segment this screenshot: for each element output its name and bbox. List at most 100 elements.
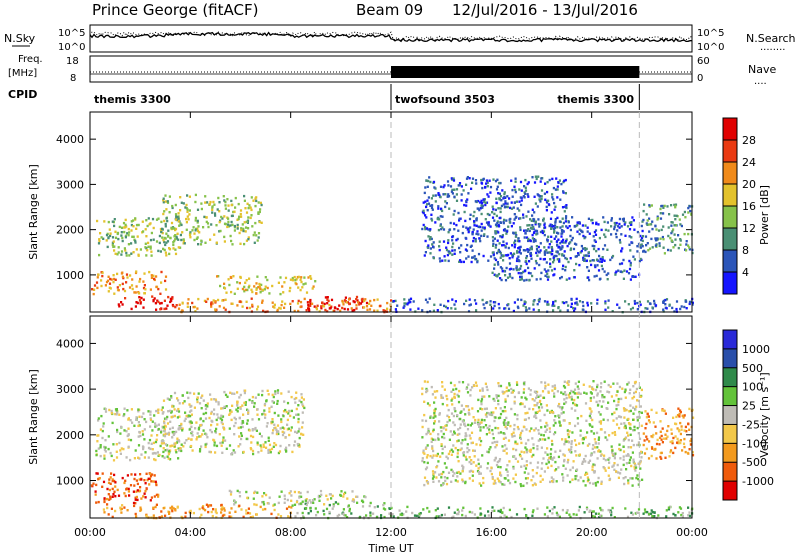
nsearch-tick-high: 10^5: [697, 28, 724, 39]
velocity-cell: [550, 476, 553, 479]
power-cell: [159, 250, 162, 253]
power-cell: [553, 230, 556, 233]
power-cell: [174, 305, 177, 309]
velocity-cell: [441, 447, 444, 451]
velocity-cell: [607, 466, 610, 469]
velocity-cell: [504, 425, 507, 429]
velocity-cell: [536, 445, 539, 448]
velocity-cell: [485, 433, 488, 436]
power-cell: [364, 298, 367, 301]
velocity-cell: [202, 399, 205, 402]
velocity-cell: [575, 513, 578, 516]
y-tick-label: 4000: [56, 133, 84, 146]
velocity-cell: [507, 389, 510, 392]
power-cell: [206, 201, 209, 204]
velocity-cell: [210, 398, 213, 401]
velocity-cell: [168, 511, 171, 514]
velocity-cell: [528, 429, 531, 433]
power-cell: [462, 260, 465, 264]
velocity-cell: [164, 514, 167, 517]
power-cell: [529, 252, 532, 256]
velocity-cell: [448, 438, 451, 441]
velocity-cell: [484, 382, 487, 385]
power-cell: [620, 250, 623, 253]
power-cell: [305, 309, 308, 312]
power-cell: [564, 206, 568, 209]
power-cell: [551, 193, 554, 196]
power-cell: [278, 306, 281, 310]
power-cell: [180, 238, 183, 242]
power-cell: [641, 239, 644, 243]
velocity-cell: [483, 419, 486, 422]
power-cell: [447, 299, 450, 303]
velocity-cell: [178, 449, 181, 452]
power-cell: [154, 302, 157, 305]
velocity-cell: [494, 426, 497, 430]
power-cell: [557, 181, 560, 184]
power-cell: [373, 298, 376, 302]
power-cell: [493, 304, 496, 308]
power-cell: [519, 278, 522, 281]
velocity-cell: [637, 432, 640, 435]
power-cell: [109, 277, 112, 281]
power-cell: [139, 248, 142, 251]
velocity-cell: [524, 442, 528, 445]
power-cell: [468, 298, 471, 301]
power-cell: [546, 278, 550, 281]
power-cell: [472, 256, 475, 259]
power-cell: [222, 306, 226, 310]
power-cell: [260, 203, 263, 207]
power-cell: [529, 218, 532, 221]
power-cell: [489, 185, 493, 189]
velocity-cell: [667, 506, 670, 509]
velocity-cell: [522, 425, 525, 428]
power-cell: [426, 246, 429, 249]
power-cell: [236, 281, 239, 284]
velocity-cell: [561, 508, 564, 512]
power-cell: [109, 287, 112, 290]
velocity-cell: [127, 427, 130, 430]
power-cell: [246, 288, 249, 292]
velocity-cell: [163, 421, 166, 425]
velocity-cell: [302, 433, 305, 436]
power-cell: [499, 277, 502, 280]
power-cell: [499, 221, 502, 224]
power-cell: [464, 236, 467, 240]
velocity-cell: [120, 507, 123, 511]
power-cell: [355, 298, 358, 301]
velocity-cell: [544, 430, 547, 433]
velocity-cell: [588, 459, 592, 462]
velocity-cell: [602, 400, 605, 403]
velocity-cell: [552, 478, 555, 481]
power-cell: [512, 222, 515, 225]
power-cell: [493, 219, 496, 222]
power-cell: [245, 239, 248, 242]
power-cell: [162, 201, 165, 204]
power-cell: [172, 243, 175, 247]
power-cell: [450, 177, 453, 180]
power-cell: [121, 303, 124, 306]
velocity-cell: [617, 471, 620, 474]
velocity-cell: [688, 428, 691, 431]
velocity-cell: [151, 420, 154, 423]
power-cell: [501, 270, 504, 273]
power-cell: [526, 182, 529, 186]
power-cell: [552, 198, 555, 201]
velocity-cell: [191, 434, 194, 437]
power-cell: [113, 224, 116, 228]
velocity-cell: [104, 450, 107, 453]
velocity-cell: [469, 394, 472, 397]
power-cell: [486, 181, 489, 184]
power-cell: [431, 243, 434, 246]
velocity-cell: [218, 433, 221, 436]
velocity-cell: [474, 381, 478, 384]
velocity-cell: [581, 460, 584, 463]
power-cell: [538, 263, 541, 267]
velocity-cell: [522, 382, 526, 385]
velocity-cell: [570, 407, 573, 410]
velocity-cell: [220, 414, 223, 417]
velocity-cell: [521, 457, 524, 460]
velocity-cell: [583, 511, 586, 514]
power-cell: [658, 244, 661, 248]
velocity-cell: [246, 422, 249, 425]
